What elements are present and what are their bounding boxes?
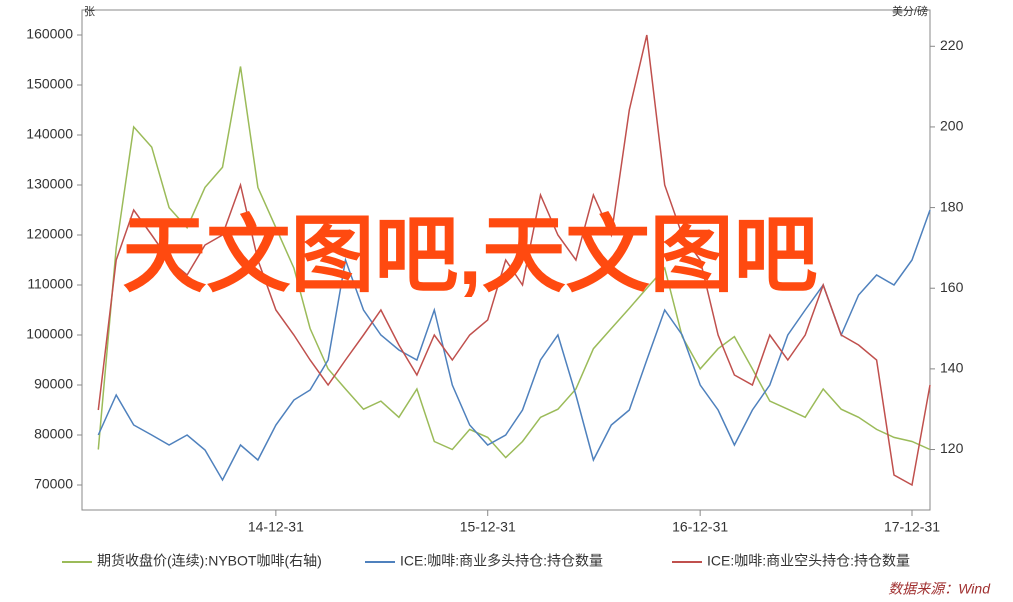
x-tick-label: 15-12-31: [460, 519, 516, 535]
y-tick-label: 150000: [26, 76, 73, 92]
y-tick-label: 120000: [26, 226, 73, 242]
plot-frame: [81, 9, 931, 511]
source-note: 数据来源：Wind: [888, 581, 991, 597]
watermark: 天文图吧,天文图吧: [122, 208, 817, 302]
y-tick-label: 140000: [26, 126, 73, 142]
x-tick-label: 14-12-31: [248, 519, 304, 535]
y2-tick-label: 200: [940, 118, 964, 134]
series-line: [97, 66, 931, 459]
y-axis-title: 张: [84, 5, 95, 18]
y2-tick-label: 180: [940, 198, 964, 214]
y-tick-label: 110000: [27, 276, 73, 292]
legend-label: ICE:咖啡:商业空头持仓:持仓数量: [707, 553, 910, 569]
y2-tick-label: 160: [940, 279, 964, 295]
y2-tick-label: 220: [940, 37, 964, 53]
y-tick-label: 90000: [34, 376, 73, 392]
y2-axis-title: 美分/磅: [892, 4, 928, 18]
y-tick-label: 70000: [34, 476, 73, 492]
y-tick-label: 100000: [26, 326, 73, 342]
y-tick-label: 160000: [26, 26, 73, 42]
y2-tick-label: 120: [940, 440, 964, 456]
y-tick-label: 80000: [34, 426, 73, 442]
y2-tick-label: 140: [940, 360, 964, 376]
series-line: [97, 34, 931, 487]
series-line: [97, 209, 931, 482]
legend-label: ICE:咖啡:商业多头持仓:持仓数量: [400, 553, 603, 569]
legend-label: 期货收盘价(连续):NYBOT咖啡(右轴): [97, 553, 322, 569]
x-tick-label: 16-12-31: [672, 519, 728, 535]
x-tick-label: 17-12-31: [884, 519, 940, 535]
y-tick-label: 130000: [26, 176, 73, 192]
